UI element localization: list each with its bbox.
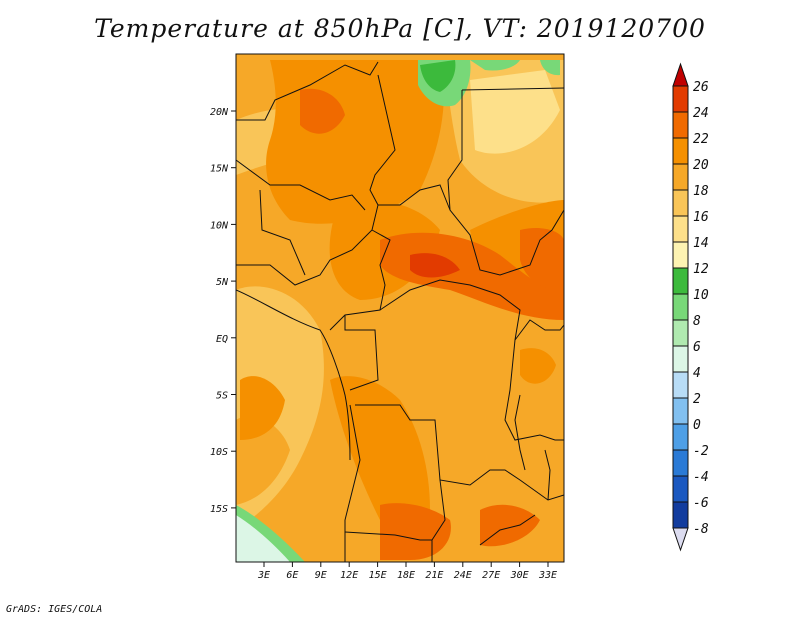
x-tick-label: 12E <box>340 570 358 581</box>
x-tick-label: 6E <box>286 570 298 581</box>
colorbar-block <box>672 241 689 269</box>
map-frame <box>235 53 565 563</box>
x-axis-ticks: 3E 6E 9E 12E 15E 18E 21E 24E 27E 30E 33E <box>257 562 557 581</box>
colorbar-block <box>672 475 689 503</box>
colorbar-block <box>672 215 689 243</box>
x-tick-label: 3E <box>257 570 270 581</box>
colorbar-label: 26 <box>693 80 709 95</box>
colorbar-block <box>672 267 689 295</box>
x-tick-label: 18E <box>397 570 415 581</box>
x-tick-label: 30E <box>510 570 529 581</box>
y-tick-label: 10S <box>210 447 228 458</box>
colorbar-block <box>672 397 689 425</box>
colorbar-label: 6 <box>693 340 701 355</box>
map-title: Temperature at 850hPa [C], VT: 201912070… <box>94 14 706 43</box>
colorbar-block <box>672 137 689 165</box>
colorbar-label: 2 <box>693 392 701 407</box>
colorbar-block <box>672 163 689 191</box>
colorbar-label: -4 <box>693 470 709 485</box>
colorbar-bottom-arrow <box>672 527 689 552</box>
colorbar-label: -8 <box>693 522 709 537</box>
colorbar-label: -6 <box>693 496 709 511</box>
x-tick-label: 33E <box>538 570 557 581</box>
y-axis-ticks: 20N 15N 10N 5N EQ 5S 10S 15S <box>210 107 236 515</box>
y-tick-label: 15N <box>210 164 229 175</box>
x-tick-label: 27E <box>482 570 500 581</box>
colorbar-label: 20 <box>693 158 709 173</box>
colorbar-block <box>672 293 689 321</box>
y-tick-label: 10N <box>210 220 229 231</box>
y-tick-label: 5S <box>216 391 228 402</box>
y-tick-label: 20N <box>210 107 229 118</box>
colorbar-block <box>672 85 689 113</box>
colorbar-label: 22 <box>693 132 709 147</box>
colorbar-block <box>672 501 689 529</box>
colorbar-label: 12 <box>693 262 709 277</box>
colorbar-block <box>672 189 689 217</box>
colorbar-block <box>672 371 689 399</box>
colorbar-top-arrow <box>672 62 689 87</box>
x-tick-label: 21E <box>425 570 443 581</box>
y-tick-label: EQ <box>216 334 228 345</box>
x-tick-label: 15E <box>369 570 387 581</box>
colorbar-block <box>672 111 689 139</box>
colorbar-block <box>672 449 689 477</box>
colorbar-label: 4 <box>693 366 701 381</box>
colorbar-block <box>672 319 689 347</box>
grads-credit: GrADS: IGES/COLA <box>6 604 103 615</box>
y-tick-label: 15S <box>210 504 228 515</box>
colorbar-label: 24 <box>693 106 709 121</box>
colorbar-label: 16 <box>693 210 709 225</box>
colorbar-block <box>672 345 689 373</box>
x-tick-label: 9E <box>315 570 327 581</box>
colorbar-label: -2 <box>693 444 709 459</box>
colorbar-block <box>672 423 689 451</box>
colorbar-label: 18 <box>693 184 709 199</box>
y-tick-label: 5N <box>216 277 229 288</box>
colorbar-label: 14 <box>693 236 709 251</box>
temperature-field <box>236 54 564 562</box>
colorbar-label: 0 <box>693 418 701 433</box>
colorbar-label: 8 <box>693 314 701 329</box>
country-borders <box>236 61 564 562</box>
x-tick-label: 24E <box>454 570 472 581</box>
colorbar-label: 10 <box>693 288 709 303</box>
